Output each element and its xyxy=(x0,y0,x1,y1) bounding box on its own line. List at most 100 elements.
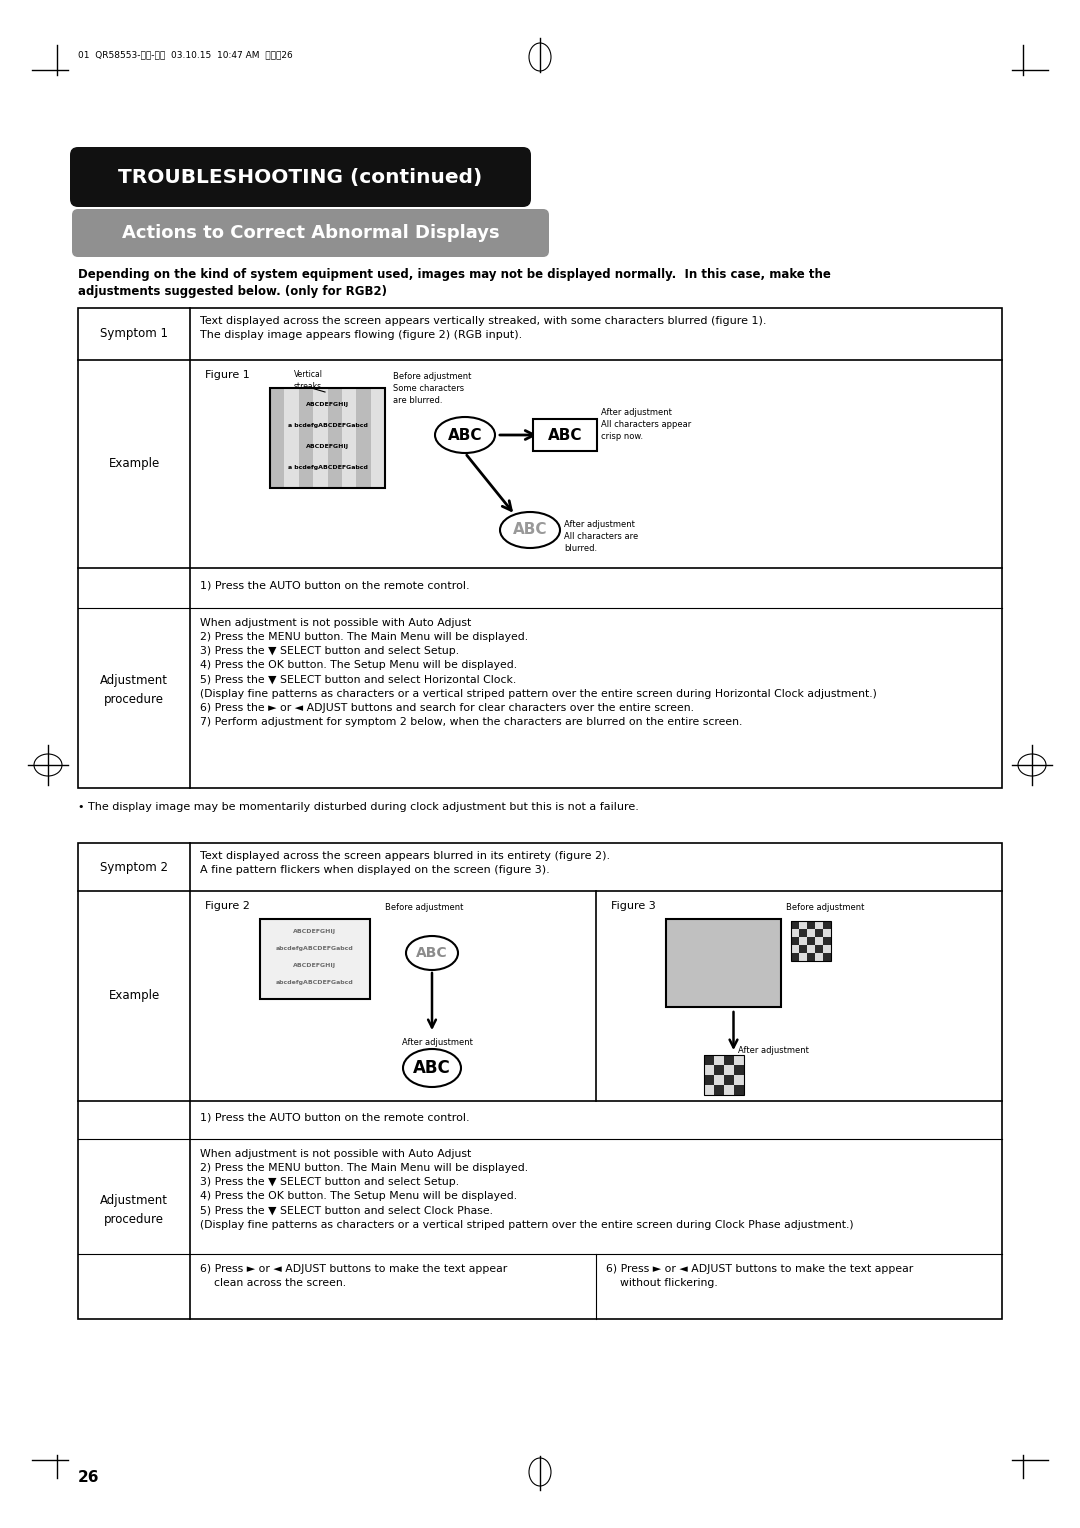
Text: abcdefgABCDEFGabcd: abcdefgABCDEFGabcd xyxy=(276,979,354,986)
Bar xyxy=(733,1085,743,1096)
Text: adjustments suggested below. (only for RGB2): adjustments suggested below. (only for R… xyxy=(78,286,387,298)
Bar xyxy=(815,921,823,929)
FancyBboxPatch shape xyxy=(70,147,531,206)
Bar xyxy=(791,944,799,953)
Text: abcdefgABCDEFGabcd: abcdefgABCDEFGabcd xyxy=(276,946,354,950)
Text: ABCDEFGHIJ: ABCDEFGHIJ xyxy=(306,402,349,406)
Bar xyxy=(815,944,823,953)
Bar xyxy=(733,1054,743,1065)
Text: Text displayed across the screen appears vertically streaked, with some characte: Text displayed across the screen appears… xyxy=(200,316,767,341)
Text: a bcdefgABCDEFGabcd: a bcdefgABCDEFGabcd xyxy=(287,423,367,428)
Bar xyxy=(823,937,831,944)
Bar xyxy=(284,388,299,487)
Bar xyxy=(807,944,815,953)
Text: Before adjustment: Before adjustment xyxy=(384,903,463,912)
Text: a bcdefgABCDEFGabcd: a bcdefgABCDEFGabcd xyxy=(287,465,367,471)
Bar xyxy=(791,953,799,961)
Bar xyxy=(791,929,799,937)
Text: 6) Press ► or ◄ ADJUST buttons to make the text appear
    clean across the scre: 6) Press ► or ◄ ADJUST buttons to make t… xyxy=(200,1264,508,1288)
Bar xyxy=(799,953,807,961)
Text: ABCDEFGHIJ: ABCDEFGHIJ xyxy=(306,445,349,449)
Bar xyxy=(799,937,807,944)
Bar xyxy=(815,929,823,937)
Bar xyxy=(714,1065,724,1076)
Bar xyxy=(733,1065,743,1076)
Text: Symptom 2: Symptom 2 xyxy=(100,860,168,874)
Text: ABC: ABC xyxy=(414,1059,450,1077)
Bar xyxy=(807,921,815,929)
Text: Symptom 1: Symptom 1 xyxy=(100,327,168,341)
Bar xyxy=(724,1085,733,1096)
Bar xyxy=(823,929,831,937)
Bar xyxy=(703,1076,714,1085)
Bar xyxy=(807,929,815,937)
Bar xyxy=(823,944,831,953)
Bar xyxy=(356,388,370,487)
Text: 26: 26 xyxy=(78,1470,99,1485)
Text: Figure 2: Figure 2 xyxy=(205,902,249,911)
Bar xyxy=(260,918,370,999)
Text: Vertical
streaks: Vertical streaks xyxy=(294,370,323,391)
Text: • The display image may be momentarily disturbed during clock adjustment but thi: • The display image may be momentarily d… xyxy=(78,802,639,811)
Text: 6) Press ► or ◄ ADJUST buttons to make the text appear
    without flickering.: 6) Press ► or ◄ ADJUST buttons to make t… xyxy=(606,1264,914,1288)
Bar xyxy=(703,1054,743,1096)
Text: After adjustment: After adjustment xyxy=(402,1038,473,1047)
Bar xyxy=(807,937,815,944)
Text: Text displayed across the screen appears blurred in its entirety (figure 2).
A f: Text displayed across the screen appears… xyxy=(200,851,610,876)
FancyBboxPatch shape xyxy=(72,209,549,257)
Text: Figure 3: Figure 3 xyxy=(611,902,656,911)
Bar xyxy=(714,1076,724,1085)
Bar xyxy=(724,1065,733,1076)
Bar xyxy=(815,953,823,961)
Text: Example: Example xyxy=(108,990,160,1002)
Text: ABCDEFGHIJ: ABCDEFGHIJ xyxy=(294,929,337,934)
Text: ABC: ABC xyxy=(548,428,582,443)
Bar xyxy=(666,918,781,1007)
Bar xyxy=(823,921,831,929)
Text: Before adjustment: Before adjustment xyxy=(786,903,864,912)
Text: ABC: ABC xyxy=(448,428,483,443)
Bar xyxy=(815,937,823,944)
Text: When adjustment is not possible with Auto Adjust
2) Press the MENU button. The M: When adjustment is not possible with Aut… xyxy=(200,617,877,727)
Text: Adjustment
procedure: Adjustment procedure xyxy=(100,674,168,706)
Text: 01  QR58553-英語-初校  03.10.15  10:47 AM  ページ26: 01 QR58553-英語-初校 03.10.15 10:47 AM ページ26 xyxy=(78,50,293,60)
Bar xyxy=(703,1065,714,1076)
Text: Example: Example xyxy=(108,457,160,471)
Bar xyxy=(791,937,799,944)
Bar xyxy=(823,953,831,961)
Bar xyxy=(78,309,1002,788)
Text: 1) Press the AUTO button on the remote control.: 1) Press the AUTO button on the remote c… xyxy=(200,581,470,590)
Bar xyxy=(807,953,815,961)
Bar xyxy=(799,929,807,937)
Bar xyxy=(714,1054,724,1065)
Text: Actions to Correct Abnormal Displays: Actions to Correct Abnormal Displays xyxy=(122,225,499,241)
Bar xyxy=(799,921,807,929)
Text: After adjustment
All characters appear
crisp now.: After adjustment All characters appear c… xyxy=(600,408,691,440)
Bar xyxy=(327,388,342,487)
Text: Depending on the kind of system equipment used, images may not be displayed norm: Depending on the kind of system equipmen… xyxy=(78,267,831,281)
Bar xyxy=(370,388,384,487)
Bar xyxy=(299,388,313,487)
Text: 1) Press the AUTO button on the remote control.: 1) Press the AUTO button on the remote c… xyxy=(200,1112,470,1123)
Bar xyxy=(799,944,807,953)
Bar xyxy=(724,1076,733,1085)
Bar xyxy=(791,921,799,929)
Text: ABC: ABC xyxy=(416,946,448,960)
Bar xyxy=(270,388,384,487)
Bar xyxy=(791,921,831,961)
Text: Figure 1: Figure 1 xyxy=(205,370,249,380)
Bar xyxy=(703,1085,714,1096)
Bar xyxy=(342,388,356,487)
Text: TROUBLESHOOTING (continued): TROUBLESHOOTING (continued) xyxy=(119,168,483,186)
Text: Before adjustment
Some characters
are blurred.: Before adjustment Some characters are bl… xyxy=(393,371,471,405)
Bar xyxy=(313,388,327,487)
Bar xyxy=(714,1085,724,1096)
Text: Adjustment
procedure: Adjustment procedure xyxy=(100,1193,168,1225)
Bar xyxy=(724,1054,733,1065)
Text: When adjustment is not possible with Auto Adjust
2) Press the MENU button. The M: When adjustment is not possible with Aut… xyxy=(200,1149,853,1230)
Bar xyxy=(270,388,284,487)
Text: ABC: ABC xyxy=(513,523,548,538)
Bar xyxy=(703,1054,714,1065)
Bar xyxy=(733,1076,743,1085)
Text: ABCDEFGHIJ: ABCDEFGHIJ xyxy=(294,963,337,969)
